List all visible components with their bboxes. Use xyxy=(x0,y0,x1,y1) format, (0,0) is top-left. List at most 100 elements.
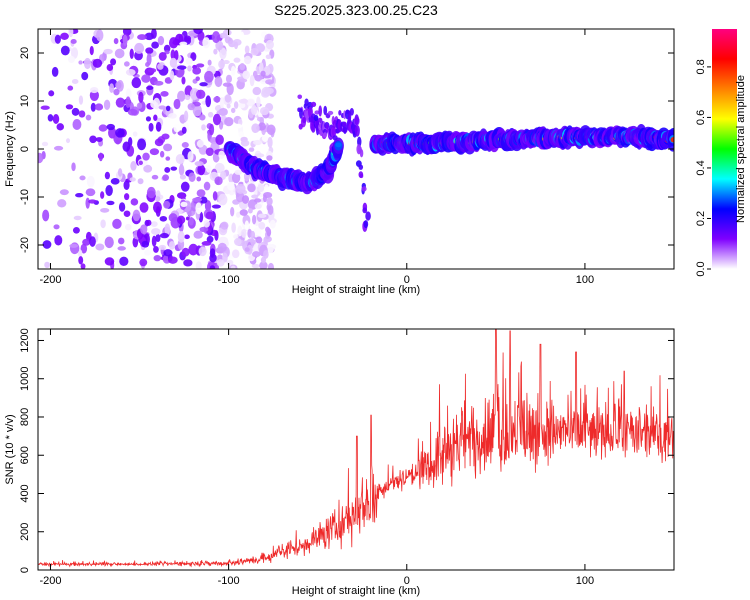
noise-blob xyxy=(68,29,74,38)
noise-blob xyxy=(244,247,250,252)
noise-blob xyxy=(233,57,241,63)
noise-blob xyxy=(104,257,115,266)
noise-blob xyxy=(139,202,149,213)
streak-blob xyxy=(314,110,320,115)
snr-ylabel: SNR (10 * v/v) xyxy=(4,414,16,484)
noise-blob xyxy=(70,47,79,59)
noise-blob xyxy=(183,259,193,267)
noise-blob xyxy=(146,219,152,226)
streak-blob xyxy=(305,110,309,121)
noise-blob xyxy=(238,131,245,138)
noise-blob xyxy=(51,66,59,77)
noise-blob xyxy=(144,249,151,256)
noise-blob xyxy=(130,161,137,171)
noise-blob xyxy=(150,221,158,228)
noise-blob xyxy=(216,259,225,267)
figure-title: S225.2025.323.00.25.C23 xyxy=(274,2,438,18)
noise-blob xyxy=(240,139,250,147)
noise-blob xyxy=(138,91,144,103)
noise-blob xyxy=(207,111,214,118)
noise-blob xyxy=(158,105,166,110)
noise-blob xyxy=(129,48,134,59)
noise-blob xyxy=(192,197,203,202)
noise-blob xyxy=(71,162,76,172)
noise-blob xyxy=(115,97,126,108)
noise-blob xyxy=(199,226,209,233)
noise-blob xyxy=(140,224,148,235)
noise-blob xyxy=(263,192,273,199)
noise-blob xyxy=(224,116,234,127)
noise-blob xyxy=(54,235,63,246)
noise-blob xyxy=(227,181,235,191)
noise-blob xyxy=(79,175,86,181)
noise-blob xyxy=(100,207,110,213)
streak-blob xyxy=(354,114,359,126)
noise-blob xyxy=(53,145,64,151)
noise-blob xyxy=(85,197,90,209)
snr-xtick-label: -100 xyxy=(218,575,240,587)
noise-blob xyxy=(231,249,240,259)
noise-blob xyxy=(159,215,168,222)
noise-blob xyxy=(161,133,170,140)
noise-blob xyxy=(211,31,221,43)
noise-blob xyxy=(195,261,202,269)
noise-blob xyxy=(82,238,91,246)
noise-blob xyxy=(113,88,120,96)
snr-ytick-label: 200 xyxy=(19,523,31,541)
noise-blob xyxy=(267,136,273,149)
noise-blob xyxy=(213,96,221,103)
noise-blob xyxy=(189,88,200,100)
noise-blob xyxy=(123,61,130,67)
noise-blob xyxy=(248,147,255,152)
noise-blob xyxy=(168,213,178,223)
noise-blob xyxy=(206,235,214,243)
spectrogram-marks xyxy=(38,29,674,269)
noise-blob xyxy=(192,104,202,117)
noise-blob xyxy=(106,123,115,131)
noise-blob xyxy=(242,70,250,80)
noise-blob xyxy=(254,203,262,209)
noise-blob xyxy=(255,236,263,244)
noise-blob xyxy=(67,55,75,63)
noise-blob xyxy=(187,65,192,72)
noise-blob xyxy=(146,186,156,199)
noise-blob xyxy=(266,197,273,206)
colorbar-tick-label: 0.4 xyxy=(695,160,707,175)
noise-blob xyxy=(90,87,99,94)
noise-blob xyxy=(238,31,244,38)
noise-blob xyxy=(230,265,236,269)
noise-blob xyxy=(95,29,104,42)
noise-blob xyxy=(200,196,208,204)
streak-blob xyxy=(322,132,328,138)
noise-blob xyxy=(267,262,275,269)
noise-blob xyxy=(145,61,150,68)
snr-ytick-label: 600 xyxy=(19,446,31,464)
noise-blob xyxy=(222,82,232,87)
streak-blob xyxy=(313,114,319,122)
noise-blob xyxy=(265,226,270,233)
spectrogram-frame xyxy=(37,28,675,270)
noise-blob xyxy=(187,151,194,162)
noise-blob xyxy=(188,243,199,256)
noise-blob xyxy=(163,143,173,152)
noise-blob xyxy=(113,37,119,45)
noise-blob xyxy=(244,220,250,231)
noise-blob xyxy=(59,189,69,196)
noise-blob xyxy=(105,184,113,197)
noise-blob xyxy=(40,105,50,110)
streak-blob xyxy=(349,107,354,116)
streak-blob xyxy=(358,164,364,170)
noise-blob xyxy=(170,166,178,171)
noise-blob xyxy=(38,152,44,164)
noise-blob xyxy=(151,174,159,180)
noise-blob xyxy=(95,243,105,251)
noise-blob xyxy=(167,256,178,264)
noise-blob xyxy=(106,64,114,71)
noise-blob xyxy=(75,193,84,198)
noise-blob xyxy=(147,68,157,73)
noise-blob xyxy=(164,223,171,236)
noise-blob xyxy=(170,49,176,60)
noise-blob xyxy=(244,45,250,54)
snr-series-line xyxy=(38,329,674,568)
